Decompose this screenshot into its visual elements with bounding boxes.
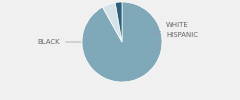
Wedge shape: [82, 2, 162, 82]
Text: WHITE: WHITE: [155, 22, 189, 34]
Text: HISPANIC: HISPANIC: [156, 32, 198, 43]
Wedge shape: [102, 3, 122, 42]
Text: BLACK: BLACK: [37, 39, 81, 45]
Wedge shape: [115, 2, 122, 42]
